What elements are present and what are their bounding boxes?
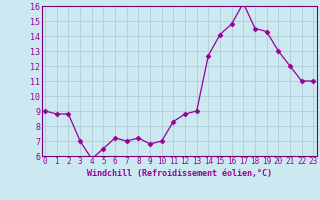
X-axis label: Windchill (Refroidissement éolien,°C): Windchill (Refroidissement éolien,°C) [87, 169, 272, 178]
